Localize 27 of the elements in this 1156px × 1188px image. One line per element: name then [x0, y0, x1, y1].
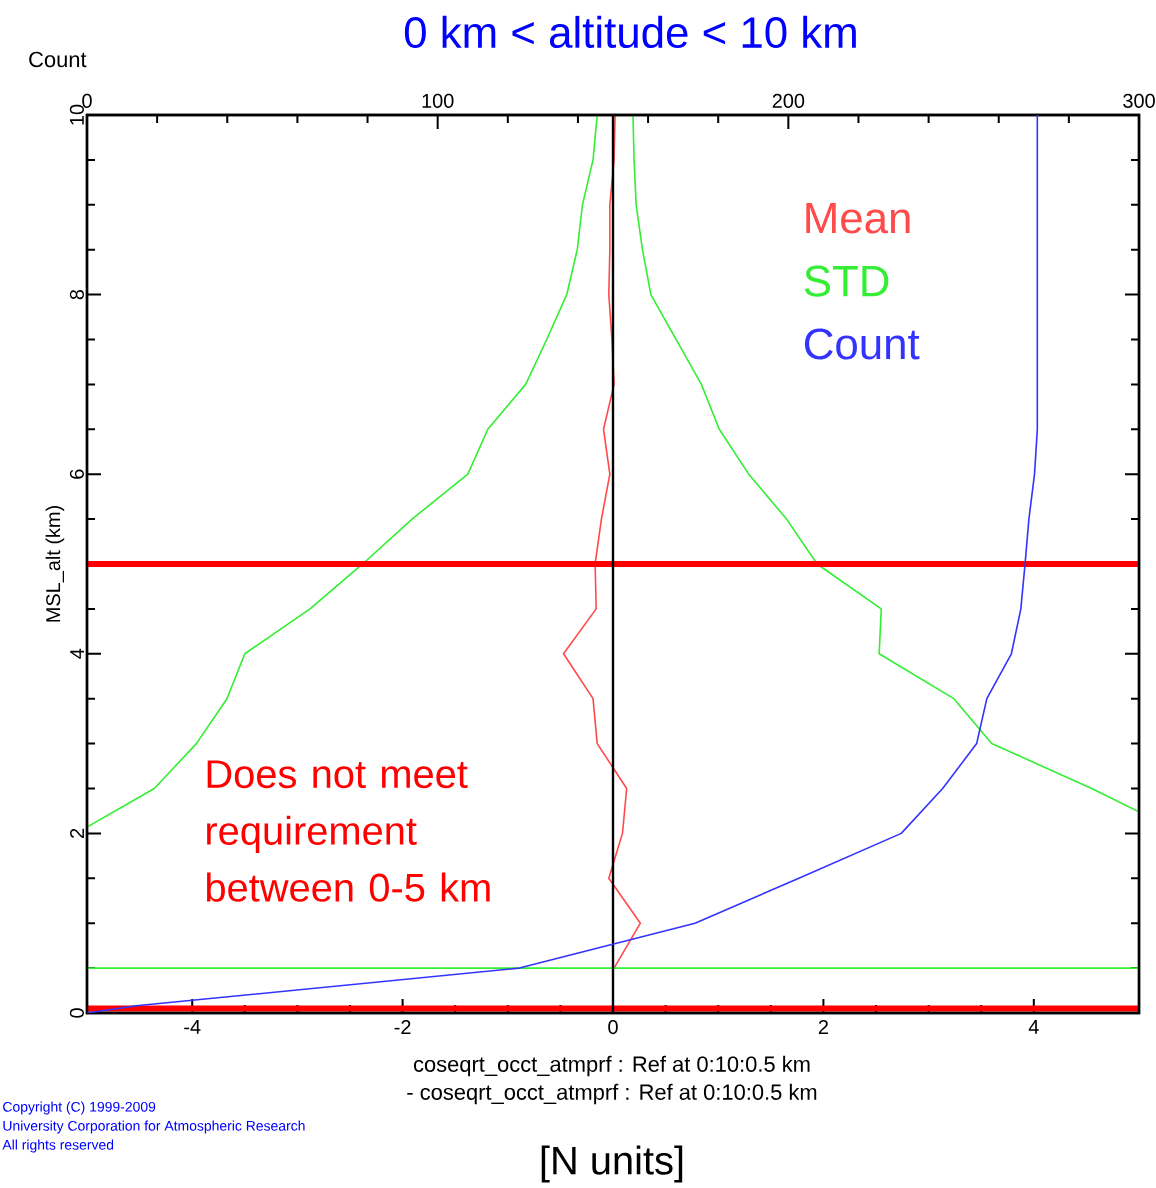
x2-tick-label: 200: [772, 93, 805, 108]
text: Count: [804, 328, 920, 360]
x2-axis-title: Count: [29, 51, 87, 68]
y-tick-label: 6: [69, 469, 84, 479]
text: coseqrt_occt_atmprf : Ref at 0:10:0.5 km: [413, 1055, 810, 1077]
x2-tick-label: 300: [1123, 93, 1155, 108]
x-tick-label: 2: [818, 1020, 828, 1034]
chart-title: 0 km < altitude < 10 km: [404, 15, 856, 49]
y-tick-label: 4: [70, 648, 84, 659]
text: Copyright (C) 1999-2009: [3, 1101, 156, 1115]
text: Mean: [806, 202, 910, 234]
y-tick-label: 2: [70, 828, 84, 838]
x-axis-title: [N units]: [541, 1145, 683, 1183]
annotation: Does not meet requirement between 0-5 km: [206, 760, 490, 902]
y-tick-label: 8: [69, 289, 84, 300]
text: - coseqrt_occt_atmprf : Ref at 0:10:0.5 km: [407, 1083, 817, 1105]
text: All rights reserved: [2, 1139, 114, 1153]
y-axis-title: MSL_alt (km): [45, 506, 65, 622]
text: STD: [804, 265, 889, 297]
x-tick-label: 4: [1028, 1020, 1039, 1034]
y-tick-label: 0: [69, 1008, 84, 1018]
text: University Corporation for Atmospheric Research: [3, 1120, 305, 1134]
x-tick-label: 0: [608, 1020, 618, 1035]
x2-tick-label: 100: [422, 93, 454, 108]
x-tick-label: -2: [394, 1020, 411, 1034]
y-tick-label: 10: [69, 104, 84, 125]
x-tick-label: -4: [184, 1020, 201, 1034]
